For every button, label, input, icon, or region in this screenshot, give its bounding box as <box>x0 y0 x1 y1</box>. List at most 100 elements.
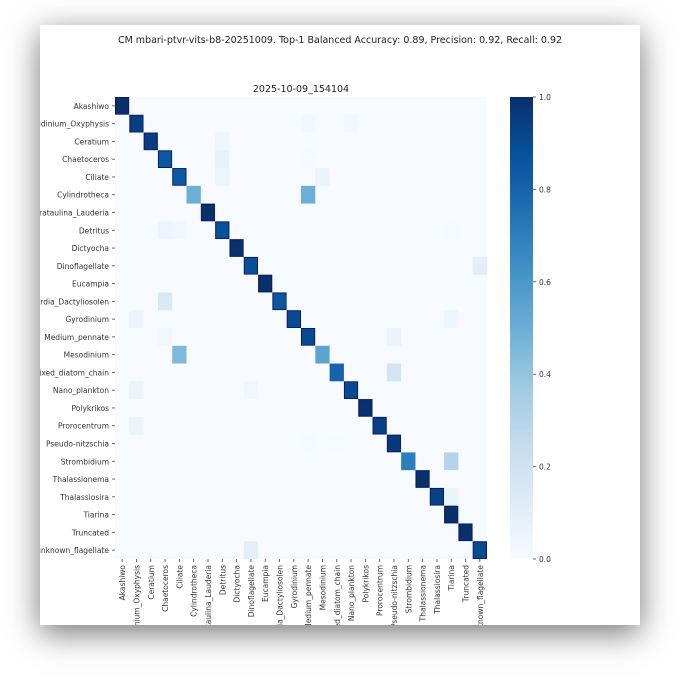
heatmap-cell <box>143 97 159 116</box>
heatmap-cell <box>386 168 402 187</box>
heatmap-cell <box>186 132 202 151</box>
heatmap-cell <box>301 97 316 116</box>
heatmap-cell <box>258 168 273 187</box>
heatmap-cell <box>272 150 287 169</box>
heatmap-cell <box>472 345 488 364</box>
heatmap-cell <box>186 310 202 329</box>
heatmap-cell <box>329 416 345 435</box>
heatmap-cell <box>286 97 302 116</box>
heatmap-cell <box>415 505 431 524</box>
heatmap-cell <box>444 399 459 418</box>
heatmap-cell <box>444 363 459 382</box>
heatmap-cell <box>386 256 402 275</box>
heatmap-cell <box>301 203 316 222</box>
y-tick-label: Dinoflagellate <box>57 262 110 271</box>
heatmap-cell <box>444 203 459 222</box>
y-tick-label: Ceratium <box>74 137 109 146</box>
heatmap-cell <box>429 345 445 364</box>
heatmap-cell <box>186 381 202 400</box>
heatmap-cell <box>458 381 473 400</box>
heatmap-cell <box>301 310 316 329</box>
heatmap-cell <box>358 292 373 311</box>
heatmap-cell <box>343 97 359 116</box>
y-tick-label: Dictyocha <box>72 244 109 253</box>
heatmap-cell <box>172 416 187 435</box>
heatmap-cell <box>258 132 273 151</box>
x-tick-label: Amphidinium_Oxyphysis <box>132 565 141 625</box>
heatmap-cell <box>401 452 416 471</box>
heatmap-cell <box>415 221 431 240</box>
heatmap-cell <box>343 487 359 506</box>
heatmap-cell <box>343 452 359 471</box>
heatmap-cell <box>343 328 359 347</box>
heatmap-cell <box>229 345 245 364</box>
heatmap-cell <box>301 150 316 169</box>
heatmap-cell <box>429 221 445 240</box>
heatmap-cell <box>229 381 245 400</box>
heatmap-cell <box>472 114 488 133</box>
heatmap-cell <box>286 203 302 222</box>
heatmap-cell <box>372 470 388 489</box>
heatmap-cell <box>444 239 459 258</box>
heatmap-cell <box>343 203 359 222</box>
heatmap-cell <box>386 523 402 542</box>
heatmap-cell <box>415 292 431 311</box>
heatmap-cell <box>301 132 316 151</box>
heatmap-cell <box>229 416 245 435</box>
x-tick-label: Cerataulina_Lauderia <box>204 565 213 625</box>
heatmap-cell <box>358 256 373 275</box>
heatmap-cell <box>472 168 488 187</box>
heatmap-cell <box>386 274 402 293</box>
heatmap-cell <box>129 345 144 364</box>
heatmap-cell <box>472 221 488 240</box>
heatmap-cell <box>429 203 445 222</box>
heatmap-cell <box>258 292 273 311</box>
heatmap-cell <box>329 487 345 506</box>
heatmap-cell <box>415 470 430 488</box>
heatmap-cell <box>329 150 345 169</box>
heatmap-cell <box>215 114 230 133</box>
heatmap-cell <box>415 541 431 560</box>
heatmap-cell <box>401 221 416 240</box>
heatmap-cell <box>243 541 259 560</box>
heatmap-cell <box>115 97 130 115</box>
heatmap-cell <box>301 541 316 560</box>
colorbar <box>510 97 533 559</box>
heatmap-cell <box>215 221 230 240</box>
heatmap-cell <box>343 434 359 453</box>
heatmap-cell <box>157 363 173 382</box>
heatmap-cell <box>444 185 459 204</box>
heatmap-cell <box>429 168 445 187</box>
heatmap-cell <box>401 363 416 382</box>
heatmap-cell <box>129 221 144 240</box>
heatmap-cell <box>415 274 431 293</box>
heatmap-cell <box>415 256 431 275</box>
heatmap-cell <box>157 97 173 116</box>
heatmap-cell <box>143 168 159 187</box>
heatmap-cell <box>372 399 388 418</box>
heatmap-cell <box>315 203 330 222</box>
heatmap-cell <box>315 310 330 329</box>
heatmap-cell <box>372 114 388 133</box>
heatmap-cell <box>301 168 316 187</box>
heatmap-cell <box>358 328 373 347</box>
heatmap-cell <box>172 487 187 506</box>
heatmap-cell <box>372 239 388 258</box>
heatmap-cell <box>286 114 302 133</box>
heatmap-cell <box>272 487 287 506</box>
heatmap-cell <box>243 523 259 542</box>
heatmap-cell <box>458 470 473 489</box>
heatmap-cell <box>243 256 259 275</box>
heatmap-cell <box>458 452 473 471</box>
heatmap-cell <box>429 185 445 204</box>
heatmap-cell <box>272 97 287 116</box>
heatmap-cell <box>243 132 259 151</box>
heatmap-cell <box>329 310 345 329</box>
confusion-matrix-heatmap: Akashiwo Akashiwo Amphidinium_Oxyphysis Amp… <box>40 93 551 625</box>
heatmap-cell <box>415 185 431 204</box>
heatmap-cell <box>258 97 273 116</box>
heatmap-cell <box>415 345 431 364</box>
heatmap-cell <box>358 381 373 400</box>
heatmap-cell <box>229 363 245 382</box>
y-tick-label: Mesodinium <box>64 351 109 360</box>
